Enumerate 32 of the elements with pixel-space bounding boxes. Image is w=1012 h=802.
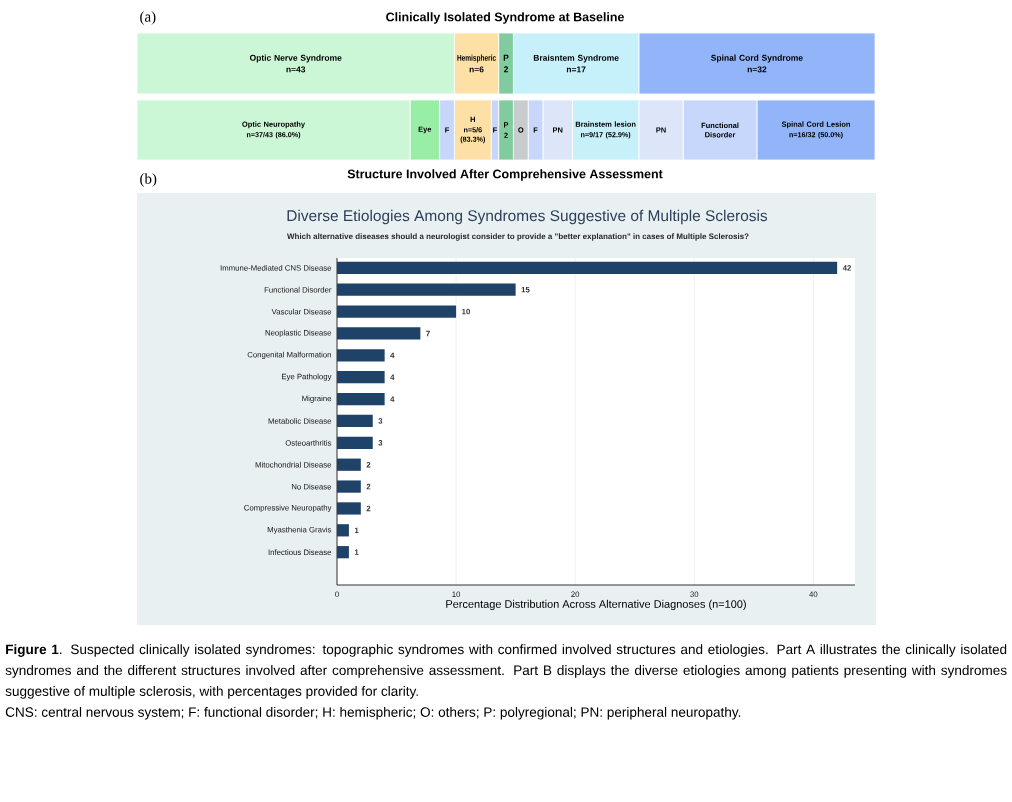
bar [337, 458, 361, 471]
bar [337, 261, 838, 274]
text: (b) [140, 173, 157, 187]
series-label: Spinal Cord Syndrome [711, 54, 803, 63]
data-label: n=17 [566, 66, 586, 73]
bar [337, 371, 385, 384]
bar [337, 349, 385, 362]
text: Structure Involved After Comprehensive Assessment [347, 169, 663, 181]
x-axis-title: Percentage Distribution Across Alternative Diagnoses (n=100) [446, 599, 746, 611]
text: CNS: central nervous system; F: functional disorder; H: hemispheric; O: others; P: polyregional; PN: peripheral neuropathy. [5, 706, 741, 720]
bar [337, 546, 349, 559]
chart-title: Diverse Etiologies Among Syndromes Suggestive of Multiple Sclerosis [287, 209, 768, 225]
bar [337, 414, 373, 428]
bar [337, 305, 457, 318]
data-label: n=32 [747, 66, 767, 73]
data-label: n=43 [286, 66, 306, 73]
series-label: P [503, 54, 509, 61]
data-label: n=6 [469, 66, 484, 73]
bar [337, 480, 361, 493]
bar [337, 327, 421, 340]
bar [337, 283, 516, 296]
bar [337, 392, 385, 406]
chart-title: Clinically Isolated Syndrome at Baseline [386, 12, 624, 24]
data-label: 2 [503, 66, 509, 73]
bar [337, 502, 361, 515]
text: (a) [140, 11, 156, 25]
series-label: Optic Nerve Syndrome [249, 54, 342, 63]
series-label: Braisntem Syndrome [533, 54, 619, 63]
bar [337, 436, 373, 449]
series-label: Hemispheric [457, 54, 496, 63]
bar [337, 524, 349, 537]
text: Figure 1. Suspected clinically isolated syndromes: topographic syndromes with confirmed involved structures and etiologies. Part A illustrates the clinically isolated syndromes and the different structures involved after comprehensive assessment. Part B displays the diverse etiologies among patients presenting with syndromes suggestive of multiple sclerosis, with percentages provided for clarity. [5, 644, 1007, 699]
